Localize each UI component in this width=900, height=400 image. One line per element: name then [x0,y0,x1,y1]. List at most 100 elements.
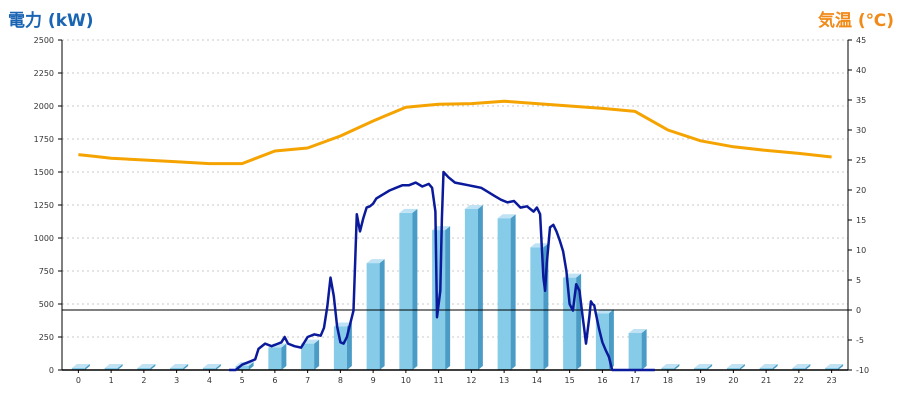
bar-top [759,364,778,368]
x-tick-label: 8 [338,376,343,385]
bar-top [464,204,483,209]
x-tick-label: 16 [597,376,607,385]
bar-top [694,364,713,368]
bar-side [248,362,254,370]
right-tick-label: 10 [856,246,866,255]
x-tick-label: 12 [466,376,476,385]
left-tick-label: 2250 [34,69,54,78]
x-tick-label: 9 [371,376,376,385]
right-tick-label: 25 [856,156,866,165]
right-tick-label: 5 [856,276,861,285]
left-tick-label: 750 [39,267,54,276]
bar-side [805,364,811,370]
bar [530,247,544,370]
bar-side [445,226,451,370]
x-tick-label: 18 [663,376,673,385]
bar [268,347,282,370]
x-tick-label: 20 [728,376,738,385]
bar-top [792,364,811,368]
bar [202,368,216,370]
bar-side [674,364,680,370]
x-tick-label: 19 [696,376,706,385]
left-tick-label: 250 [39,333,54,342]
x-tick-label: 7 [305,376,310,385]
x-tick-label: 1 [109,376,114,385]
x-tick-label: 21 [761,376,771,385]
bar [170,368,184,370]
bar [71,368,85,370]
bar-top [137,364,156,368]
bar-top [170,364,189,368]
bar [301,343,315,370]
bar-side [314,339,320,370]
bar [825,368,839,370]
bar-top [399,208,418,213]
bar-side [772,364,778,370]
x-tick-label: 0 [76,376,81,385]
bar-top [333,322,352,327]
bar [661,368,675,370]
bar [628,333,642,370]
right-tick-label: -10 [856,366,869,375]
left-tick-label: 1250 [34,201,54,210]
right-tick-label: 20 [856,186,866,195]
x-tick-label: 23 [827,376,837,385]
bar-side [183,364,189,370]
temperature-line [78,99,832,166]
bar [366,263,380,370]
bar-top [825,364,844,368]
bar [464,208,478,370]
bar-side [412,208,418,370]
bar [694,368,708,370]
bar [759,368,773,370]
bar-side [707,364,713,370]
bar-top [71,364,90,368]
bar-top [661,364,680,368]
x-tick-label: 11 [434,376,444,385]
right-tick-label: -5 [856,336,864,345]
bar-top [366,259,385,264]
bar [497,218,511,370]
left-tick-label: 2500 [34,36,54,45]
left-tick-label: 0 [49,366,54,375]
bar-top [497,214,516,219]
bar-side [510,214,516,370]
bar-side [150,364,156,370]
bar [563,277,577,370]
bar-side [84,364,90,370]
x-tick-label: 17 [630,376,640,385]
x-tick-label: 2 [141,376,146,385]
left-tick-label: 1750 [34,135,54,144]
right-axis-title: 気温 (℃) [817,11,894,31]
left-tick-label: 1500 [34,168,54,177]
x-tick-label: 22 [794,376,804,385]
bar-side [608,309,614,370]
bar [235,366,249,370]
bar-side [838,364,844,370]
x-tick-label: 15 [565,376,575,385]
bar-side [117,364,123,370]
x-tick-label: 10 [401,376,411,385]
bar-side [215,364,221,370]
bar-side [379,259,385,370]
x-tick-label: 14 [532,376,542,385]
right-tick-label: 40 [856,66,866,75]
bar [726,368,740,370]
bar-top [628,329,647,334]
right-tick-label: 15 [856,216,866,225]
bar-top [726,364,745,368]
left-axis-title: 電力 (kW) [8,11,94,31]
right-tick-label: 35 [856,96,866,105]
bar [137,368,151,370]
x-tick-label: 6 [272,376,277,385]
bar [399,212,413,370]
x-tick-label: 5 [240,376,245,385]
bar-side [641,329,647,370]
right-tick-label: 45 [856,36,866,45]
bar-side [281,343,287,370]
x-tick-label: 13 [499,376,509,385]
left-tick-label: 2000 [34,102,54,111]
bar-top [530,243,549,248]
right-tick-label: 0 [856,306,861,315]
